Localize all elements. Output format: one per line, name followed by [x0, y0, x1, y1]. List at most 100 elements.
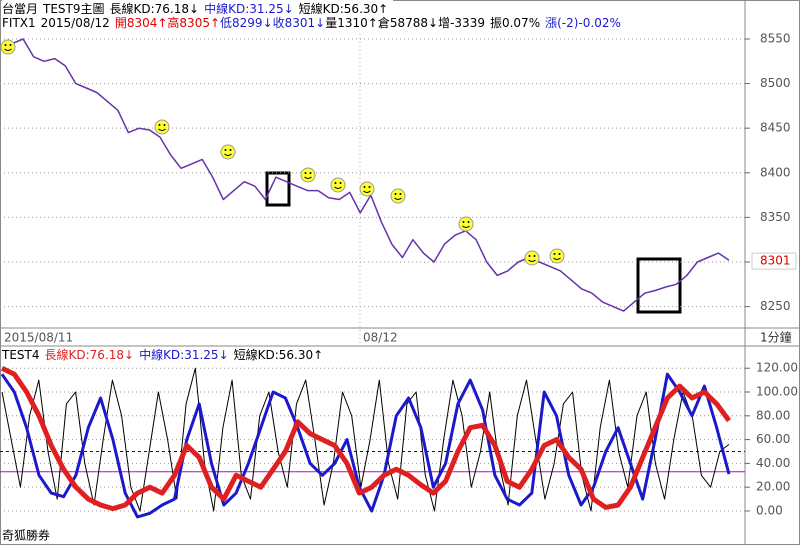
header-text: 增-3339 — [438, 16, 485, 30]
header-text: TEST9主圖 — [43, 2, 105, 16]
y-tick-label: 80.00 — [756, 408, 790, 422]
smiley-eye — [158, 124, 161, 126]
smiley-eye — [399, 193, 402, 195]
header-text: 收8301↓ — [272, 16, 326, 30]
highlight-box — [265, 171, 291, 207]
data-line — [1, 38, 730, 312]
indicator-text: TEST4 — [2, 348, 40, 362]
header-text: 振0.07% — [489, 16, 541, 30]
smiley-eye — [304, 172, 307, 174]
smiley-icon — [154, 119, 170, 135]
y-tick-label: 0.00 — [756, 503, 783, 517]
smiley-eye — [334, 182, 337, 184]
header-text: 量1310↑ — [325, 16, 378, 30]
smiley-eye — [553, 253, 556, 255]
y-tick-label: 20.00 — [756, 480, 790, 494]
smiley-icon — [330, 177, 346, 193]
smiley-icon — [300, 167, 316, 183]
smiley-face — [300, 167, 316, 183]
smiley-mouth — [224, 153, 232, 156]
smiley-mouth — [304, 176, 312, 179]
smiley-eye — [4, 44, 7, 46]
y-tick-label: 8250 — [760, 299, 791, 313]
header-text: 倉58788↓ — [377, 16, 439, 30]
smiley-eye — [528, 255, 531, 257]
smiley-mouth — [394, 197, 402, 200]
smiley-icon — [220, 144, 236, 160]
smiley-icon — [549, 248, 565, 264]
header-line2: FITX1 2015/08/12 開8304↑高8305↑低8299↓收8301↓量… — [2, 14, 626, 31]
header-text: 台當月 — [2, 2, 39, 16]
footer: 奇狐勝券 — [2, 528, 50, 543]
interval-label: 1分鐘 — [760, 330, 792, 345]
header-text: FITX1 — [2, 16, 36, 30]
x-label: 08/12 — [363, 331, 398, 345]
header-text: 2015/08/12 — [40, 16, 110, 30]
header-text: 短線KD:56.30↑ — [298, 2, 389, 16]
smiley-eye — [368, 186, 371, 188]
smiley-face — [154, 119, 170, 135]
y-tick-label: 8550 — [760, 31, 791, 45]
smiley-face — [549, 248, 565, 264]
smiley-face — [359, 181, 375, 197]
smiley-icon — [359, 181, 375, 197]
y-tick-label: 8350 — [760, 210, 791, 224]
y-tick-label: 100.00 — [756, 385, 798, 399]
x-label: 2015/08/11 — [4, 331, 73, 345]
header-text: 長線KD:76.18↓ — [109, 2, 200, 16]
header-text: 低8299↓ — [220, 16, 273, 30]
smiley-mouth — [4, 48, 12, 51]
smiley-face — [220, 144, 236, 160]
smiley-eye — [229, 149, 232, 151]
smiley-eye — [558, 253, 561, 255]
header-text: 開8304↑ — [114, 16, 168, 30]
y-tick-label: 40.00 — [756, 456, 790, 470]
smiley-face — [524, 250, 540, 266]
smiley-eye — [224, 149, 227, 151]
indicator-text: 中線KD:31.25↓ — [139, 348, 229, 362]
indicator-header: TEST4 長線KD:76.18↓ 中線KD:31.25↓ 短線KD:56.30↑ — [2, 346, 328, 363]
smiley-eye — [394, 193, 397, 195]
smiley-eye — [309, 172, 312, 174]
smiley-face — [390, 188, 406, 204]
smiley-mouth — [528, 259, 536, 262]
y-tick-label: 8500 — [760, 76, 791, 90]
smiley-face — [0, 39, 16, 55]
smiley-mouth — [334, 186, 342, 189]
smiley-eye — [9, 44, 12, 46]
smiley-eye — [533, 255, 536, 257]
smiley-mouth — [158, 128, 166, 131]
smiley-mouth — [462, 225, 470, 228]
y-tick-label: 8450 — [760, 121, 791, 135]
price-box — [751, 252, 797, 270]
smiley-eye — [163, 124, 166, 126]
indicator-text: 長線KD:76.18↓ — [44, 348, 135, 362]
data-line — [0, 372, 731, 519]
y-tick-label: 60.00 — [756, 432, 790, 446]
smiley-eye — [363, 186, 366, 188]
current-price: 8301 — [760, 254, 791, 268]
smiley-icon — [524, 250, 540, 266]
header-text: 漲(-2)-0.02% — [545, 16, 621, 30]
smiley-icon — [390, 188, 406, 204]
smiley-eye — [339, 182, 342, 184]
smiley-icon — [458, 216, 474, 232]
header-line1: 台當月 TEST9主圖 長線KD:76.18↓ 中線KD:31.25↓ 短線KD:56.… — [2, 0, 394, 17]
header-text: 中線KD:31.25↓ — [204, 2, 294, 16]
smiley-mouth — [553, 257, 561, 260]
smiley-icon — [0, 39, 16, 55]
data-line — [0, 365, 732, 512]
data-line — [1, 367, 730, 512]
smiley-eye — [462, 221, 465, 223]
smiley-face — [458, 216, 474, 232]
y-tick-label: 8400 — [760, 165, 791, 179]
smiley-mouth — [363, 190, 371, 193]
smiley-face — [330, 177, 346, 193]
indicator-text: 短線KD:56.30↑ — [233, 348, 324, 362]
y-tick-label: 120.00 — [756, 361, 798, 375]
highlight-box — [636, 257, 682, 314]
header-text: 高8305↑ — [167, 16, 221, 30]
